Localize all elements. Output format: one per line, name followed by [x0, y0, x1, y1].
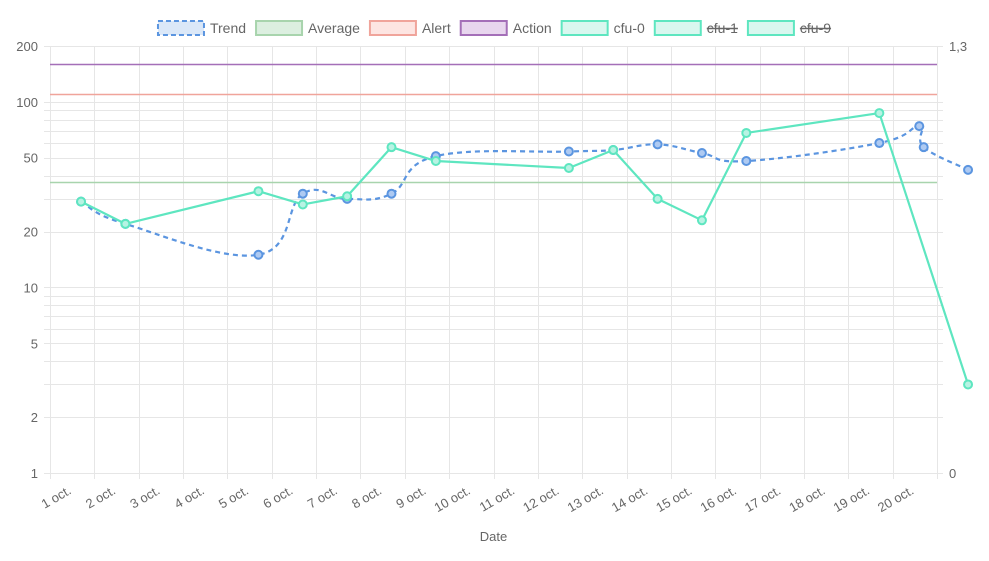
- data-point-cfu-0[interactable]: [874, 108, 885, 119]
- data-point-trend[interactable]: [652, 139, 663, 150]
- data-point-trend[interactable]: [297, 188, 308, 199]
- y-tick-label: 2: [31, 410, 38, 425]
- x-tick-label: 3 oct.: [127, 483, 162, 512]
- data-point-cfu-0[interactable]: [741, 127, 752, 138]
- data-point-trend[interactable]: [386, 188, 397, 199]
- data-point-trend[interactable]: [918, 142, 929, 153]
- reference-lines: [50, 63, 937, 184]
- y-tick-label: 100: [16, 95, 38, 110]
- grid: [44, 46, 943, 479]
- data-point-cfu-0[interactable]: [120, 218, 131, 229]
- series-lines: [76, 108, 974, 390]
- x-tick-label: 7 oct.: [305, 483, 340, 512]
- legend-item-cfu-9[interactable]: cfu-9: [746, 20, 831, 36]
- data-point-trend[interactable]: [253, 249, 264, 260]
- x-axis-title: Date: [480, 529, 507, 544]
- legend-swatch: [368, 20, 417, 36]
- x-tick-label: 10 oct.: [432, 483, 473, 516]
- legend-label: cfu-0: [614, 20, 645, 36]
- x-tick-label: 1 oct.: [39, 483, 74, 512]
- y2-tick-label: 0: [949, 466, 956, 481]
- data-point-trend[interactable]: [874, 138, 885, 149]
- y-tick-label: 20: [24, 225, 38, 240]
- x-tick-label: 14 oct.: [609, 483, 650, 516]
- x-tick-label: 4 oct.: [172, 483, 207, 512]
- legend-swatch: [560, 20, 609, 36]
- legend-label: Alert: [422, 20, 451, 36]
- legend-label: Average: [308, 20, 360, 36]
- x-tick-label: 16 oct.: [698, 483, 739, 516]
- legend-item-trend[interactable]: Trend: [156, 20, 246, 36]
- legend-swatch: [459, 20, 508, 36]
- y-tick-label: 10: [24, 280, 38, 295]
- data-point-cfu-0[interactable]: [386, 142, 397, 153]
- x-tick-label: 8 oct.: [349, 483, 384, 512]
- y-tick-label: 5: [31, 336, 38, 351]
- x-tick-label: 19 oct.: [831, 483, 872, 516]
- legend-swatch: [746, 20, 795, 36]
- x-tick-label: 15 oct.: [653, 483, 694, 516]
- x-tick-label: 12 oct.: [520, 483, 561, 516]
- axes: 1 2 5 10 20 50 100 200 0 1,3 1 oct. 2 oct. 3 oct. 4 o…: [16, 39, 967, 544]
- x-tick-label: 9 oct.: [393, 483, 428, 512]
- x-tick-label: 6 oct.: [260, 483, 295, 512]
- x-tick-label: 13 oct.: [565, 483, 606, 516]
- series-line-trend: [80, 125, 969, 257]
- data-point-cfu-0[interactable]: [342, 191, 353, 202]
- x-tick-label: 11 oct.: [477, 483, 517, 515]
- y-tick-label: 1: [31, 466, 38, 481]
- legend-swatch: [653, 20, 702, 36]
- legend-item-average[interactable]: Average: [255, 20, 360, 36]
- legend-label: Action: [513, 20, 552, 36]
- data-point-cfu-0[interactable]: [652, 193, 663, 204]
- x-tick-label: 20 oct.: [875, 483, 916, 516]
- legend-swatch: [255, 20, 304, 36]
- legend-label: Trend: [210, 20, 246, 36]
- legend-swatch: [156, 20, 205, 36]
- data-point-cfu-0[interactable]: [608, 145, 619, 156]
- x-tick-label: 18 oct.: [786, 483, 827, 516]
- legend-item-action[interactable]: Action: [459, 20, 552, 36]
- legend-item-cfu-0[interactable]: cfu-0: [560, 20, 645, 36]
- y-tick-label: 50: [24, 151, 38, 166]
- series-line-cfu-0: [80, 111, 970, 385]
- y2-tick-label: 1,3: [949, 39, 967, 54]
- data-point-trend[interactable]: [696, 148, 707, 159]
- data-point-cfu-0[interactable]: [76, 196, 87, 207]
- data-point-trend[interactable]: [741, 156, 752, 167]
- data-point-cfu-0[interactable]: [430, 156, 441, 167]
- data-point-trend[interactable]: [914, 121, 925, 132]
- data-point-cfu-0[interactable]: [696, 215, 707, 226]
- x-tick-label: 5 oct.: [216, 483, 251, 512]
- y-tick-label: 200: [16, 39, 38, 54]
- data-point-cfu-0[interactable]: [563, 163, 574, 174]
- legend-item-alert[interactable]: Alert: [368, 20, 451, 36]
- data-point-trend[interactable]: [963, 164, 974, 175]
- legend: Trend Average Alert Action cfu-0 cfu-1 cfu-9: [156, 20, 831, 36]
- x-tick-label: 2 oct.: [83, 483, 118, 512]
- data-point-trend[interactable]: [563, 146, 574, 157]
- x-tick-label: 17 oct.: [742, 483, 783, 516]
- data-point-cfu-0[interactable]: [963, 379, 974, 390]
- data-point-cfu-0[interactable]: [297, 199, 308, 210]
- data-point-cfu-0[interactable]: [253, 186, 264, 197]
- legend-item-cfu-1[interactable]: cfu-1: [653, 20, 738, 36]
